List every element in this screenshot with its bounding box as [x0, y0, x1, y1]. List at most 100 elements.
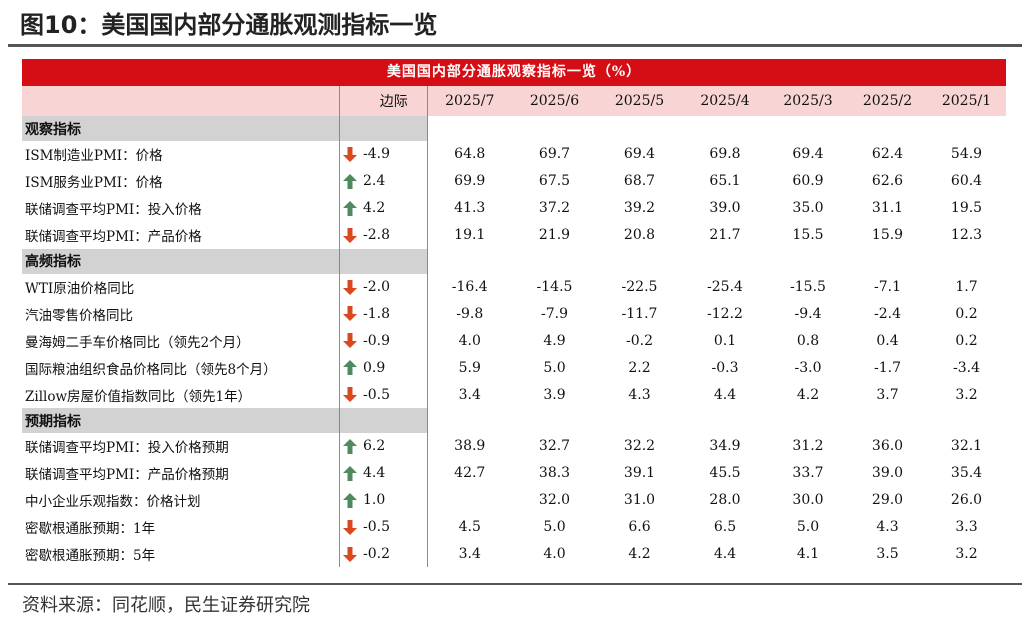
table-row: 汽油零售价格同比 -1.8 -9.8 -7.9 -11.7 -12.2 -9.4 -2.4 0.… — [22, 300, 1006, 328]
value-cell: 3.2 — [955, 546, 978, 563]
arrow-up-icon — [343, 492, 358, 508]
trend-cell — [338, 513, 361, 541]
value-cell: 38.9 — [454, 438, 486, 455]
marginal-change: -0.9 — [361, 327, 428, 355]
value-cell: 31.2 — [792, 438, 824, 455]
indicator-label: 密歇根通胀预期：5年 — [25, 548, 156, 565]
value-cell: 4.4 — [713, 386, 737, 403]
marginal-change: 0.9 — [361, 354, 428, 382]
indicator-label: 联储调查平均PMI：投入价格预期 — [25, 440, 229, 457]
value-cell: -3.0 — [794, 359, 822, 376]
title-rule — [8, 44, 1022, 47]
arrow-up-icon — [343, 438, 358, 454]
section-blank — [361, 116, 428, 141]
trend-cell — [338, 327, 361, 355]
table-row: 联储调查平均PMI：产品价格 -2.8 19.1 21.9 20.8 21.7 15.5 15… — [22, 221, 1006, 249]
value-cell: 30.0 — [792, 492, 824, 509]
value-cell: 39.0 — [871, 465, 904, 482]
value-cell: 15.5 — [792, 227, 824, 244]
value-cell: 4.5 — [458, 519, 481, 536]
value-cell: 69.8 — [709, 146, 741, 163]
table-row: 联储调查平均PMI：产品价格预期 4.4 42.7 38.3 39.1 45.5 33.7 3… — [22, 459, 1006, 487]
arrow-up-icon — [343, 200, 358, 216]
section-title: 预期指标 — [25, 413, 81, 430]
indicator-label: WTI原油价格同比 — [25, 281, 135, 297]
value-cell: 21.7 — [709, 227, 741, 244]
value-cell: 69.7 — [538, 146, 571, 163]
trend-cell — [338, 540, 361, 568]
value-cell: 21.9 — [538, 227, 571, 244]
table-row: Zillow房屋价值指数同比（领先1年） -0.5 3.4 3.9 4.3 4.4 4.2 3… — [22, 381, 1006, 409]
marginal-change: 6.2 — [361, 433, 428, 460]
value-cell: -0.3 — [711, 359, 739, 376]
value-cell: -16.4 — [451, 279, 488, 295]
value-cell: -9.8 — [456, 305, 484, 322]
value-cell: -11.7 — [621, 305, 658, 322]
value-cell: 4.4 — [713, 546, 737, 563]
value-cell: 28.0 — [709, 492, 741, 509]
section-blank — [427, 248, 1006, 274]
value-cell: 15.9 — [871, 227, 904, 244]
marginal-change: -0.5 — [361, 513, 428, 541]
table-row: WTI原油价格同比 -2.0 -16.4 -14.5 -22.5 -25.4 -15.5 -7… — [22, 273, 1006, 301]
header-col-4: 2025/4 — [700, 93, 750, 109]
marginal-change: -0.5 — [361, 381, 428, 409]
trend-cell — [338, 433, 361, 460]
value-cell: 35.4 — [950, 465, 983, 482]
arrow-down-icon — [343, 146, 358, 162]
value-cell: 36.0 — [871, 438, 904, 455]
section-blank — [427, 408, 1006, 434]
source-note: 资料来源：同花顺，民生证券研究院 — [22, 595, 310, 616]
section-blank — [361, 408, 428, 434]
value-cell: 45.5 — [709, 465, 741, 482]
value-cell: 33.7 — [792, 465, 824, 482]
indicator-label: 联储调查平均PMI：产品价格 — [25, 229, 202, 246]
table-row: ISM制造业PMI：价格 -4.9 64.8 69.7 69.4 69.8 69.4 62.4… — [22, 141, 1006, 168]
marginal-change: -2.0 — [361, 273, 428, 301]
value-cell: 60.9 — [792, 173, 824, 190]
marginal-change: 2.4 — [361, 167, 428, 195]
value-cell: 20.8 — [623, 227, 656, 244]
value-cell: 3.7 — [876, 386, 899, 403]
arrow-down-icon — [343, 546, 358, 562]
value-cell: 65.1 — [709, 173, 741, 190]
header-row: 边际 2025/7 2025/6 2025/5 2025/4 2025/3 20… — [22, 86, 1006, 116]
table-row: ISM服务业PMI：价格 2.4 69.9 67.5 68.7 65.1 60.9 62.6 6… — [22, 167, 1006, 195]
header-col-6: 2025/2 — [862, 93, 913, 109]
value-cell: 62.6 — [871, 173, 904, 190]
value-cell: 69.4 — [623, 146, 656, 163]
header-arrow-cell — [338, 86, 361, 116]
value-cell: 5.9 — [458, 359, 481, 376]
value-cell: 32.1 — [950, 438, 983, 455]
indicator-table-container: 美国国内部分通胀观察指标一览（%） 边际 2025/7 2025/6 2025/… — [22, 59, 1006, 568]
marginal-change: -4.9 — [361, 141, 428, 168]
header-col-3: 2025/5 — [614, 93, 665, 109]
value-cell: -9.4 — [794, 305, 822, 322]
header-col-2: 2025/6 — [529, 93, 580, 109]
table-row: 密歇根通胀预期：1年 -0.5 4.5 5.0 6.6 6.5 5.0 4.3 3.3 — [22, 513, 1006, 541]
indicator-label: 中小企业乐观指数：价格计划 — [25, 494, 201, 511]
arrow-down-icon — [343, 279, 358, 295]
indicator-label: Zillow房屋价值指数同比（领先1年） — [25, 388, 252, 405]
header-edge: 边际 — [361, 86, 428, 116]
value-cell: 0.2 — [955, 332, 978, 349]
value-cell — [427, 487, 512, 514]
indicator-label: ISM制造业PMI：价格 — [25, 148, 163, 165]
table-row: 密歇根通胀预期：5年 -0.2 3.4 4.0 4.2 4.4 4.1 3.5 3.2 — [22, 540, 1006, 568]
header-col-5: 2025/3 — [783, 93, 833, 109]
trend-cell — [338, 273, 361, 301]
trend-cell — [338, 194, 361, 222]
value-cell: 4.3 — [628, 386, 651, 403]
marginal-change: -0.2 — [361, 540, 428, 568]
marginal-change: -2.8 — [361, 221, 428, 249]
value-cell: 6.6 — [628, 519, 651, 536]
trend-cell — [338, 221, 361, 249]
value-cell: 5.0 — [543, 519, 566, 536]
value-cell: 19.1 — [454, 227, 486, 244]
value-cell: 39.0 — [709, 200, 741, 217]
value-cell: 4.1 — [796, 546, 820, 563]
trend-cell — [338, 141, 361, 168]
trend-cell — [338, 381, 361, 409]
marginal-change: 4.2 — [361, 194, 428, 222]
header-col-7: 2025/1 — [941, 93, 992, 109]
